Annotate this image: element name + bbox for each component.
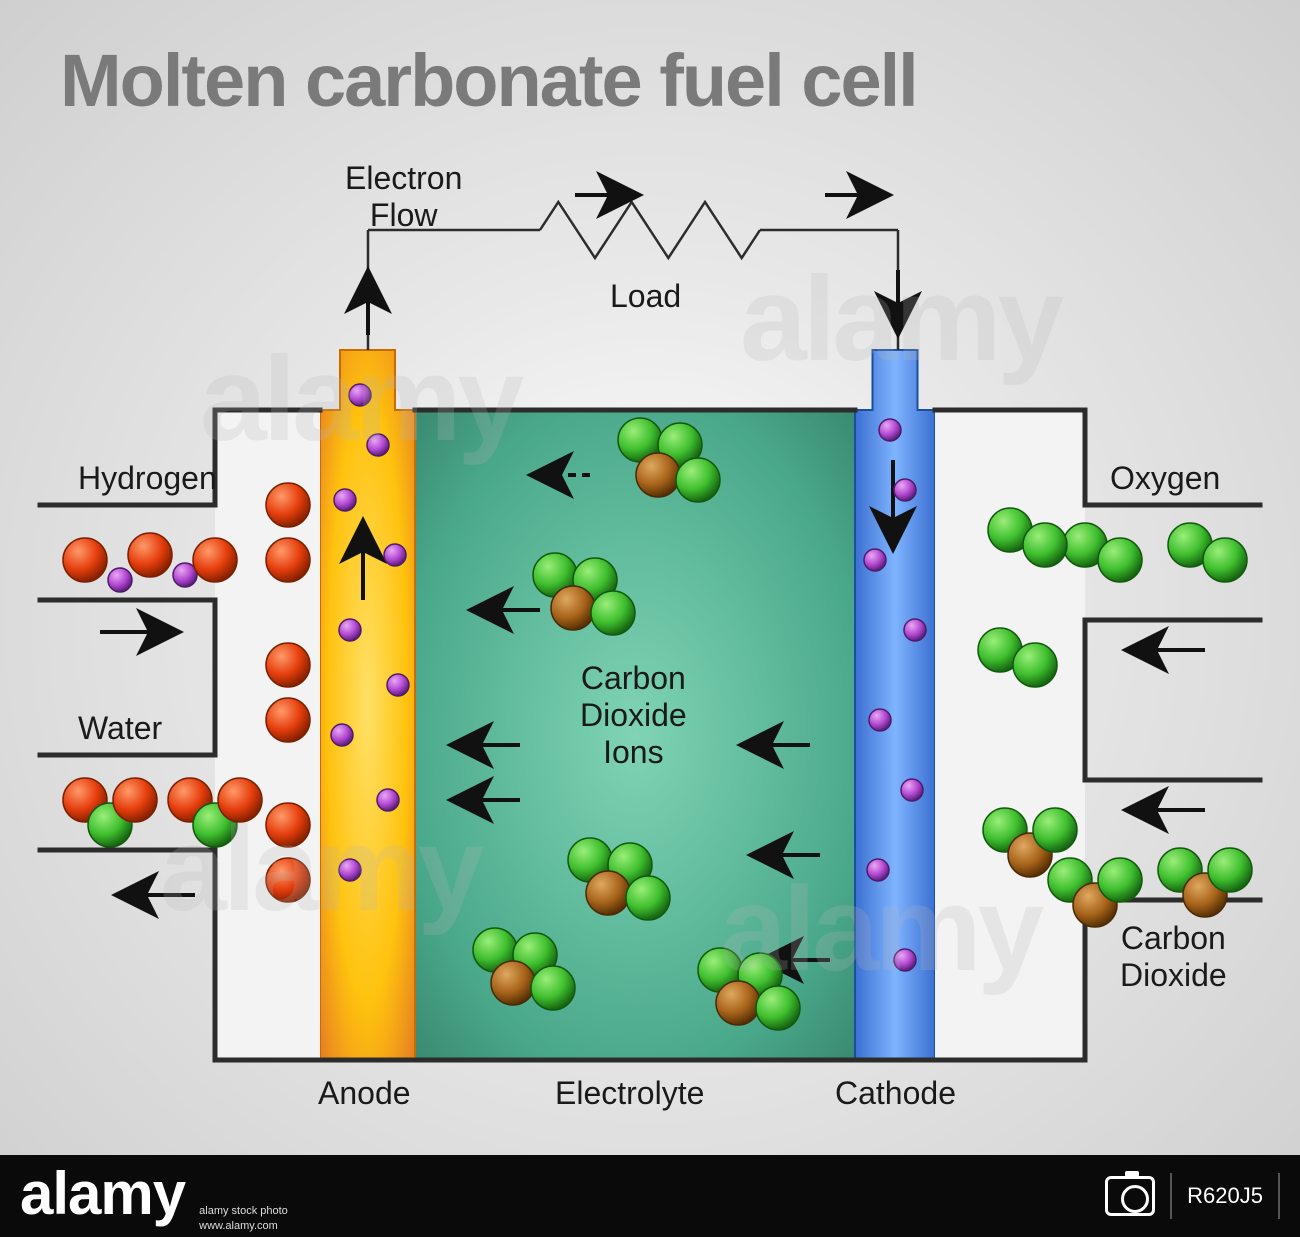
hydrogen-label: Hydrogen: [78, 460, 217, 497]
image-code: R620J5: [1170, 1173, 1280, 1219]
stock-footer: alamy alamy stock photowww.alamy.com R62…: [0, 1155, 1300, 1237]
camera-icon: [1105, 1176, 1155, 1216]
electrolyte-label: Electrolyte: [555, 1075, 704, 1112]
load-label: Load: [610, 278, 681, 315]
water-label: Water: [78, 710, 162, 747]
carbon-dioxide-label: CarbonDioxide: [1120, 920, 1227, 994]
brand-tagline: alamy stock photowww.alamy.com: [199, 1204, 288, 1233]
fuel-cell-diagram: [0, 0, 1300, 1155]
oxygen-label: Oxygen: [1110, 460, 1220, 497]
diagram-stage: Molten carbonate fuel cell ElectronFlow …: [0, 0, 1300, 1237]
carbonate-ions-label: CarbonDioxideIons: [580, 660, 687, 771]
cathode-label: Cathode: [835, 1075, 956, 1112]
electron-flow-label: ElectronFlow: [345, 160, 462, 234]
anode-label: Anode: [318, 1075, 411, 1112]
brand-logo: alamy: [20, 1159, 185, 1228]
